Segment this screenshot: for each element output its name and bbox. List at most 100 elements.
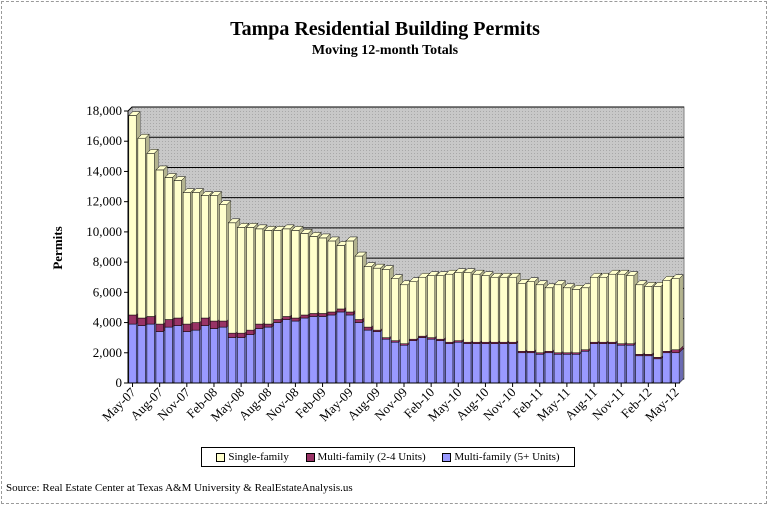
bar-single-family-apr-10 (445, 273, 454, 343)
bar-single-family-jul-07 (146, 153, 155, 317)
bar-single-family-may-09 (345, 240, 354, 313)
bar-top-oct-07 (173, 176, 187, 181)
bar-multi-family-2-4-units-jun-09 (354, 319, 363, 323)
bar-multi-family-2-4-units-oct-08 (282, 316, 291, 320)
y-tick-label: 14,000 (86, 163, 122, 178)
bar-single-family-dec-07 (191, 192, 200, 323)
bar-multi-family-2-4-units-nov-07 (182, 323, 191, 332)
bar-single-family-sep-10 (490, 276, 499, 343)
bar-multi-family-2-4-units-mar-09 (327, 311, 336, 316)
bar-top-jan-11 (526, 277, 540, 283)
bar-multi-family-5-units-mar-11 (544, 352, 553, 384)
bar-single-family-jun-09 (354, 255, 363, 320)
bar-single-family-sep-09 (381, 269, 390, 338)
bar-multi-family-2-4-units-sep-07 (164, 319, 173, 328)
bar-multi-family-2-4-units-may-08 (237, 332, 246, 338)
bar-single-family-jan-11 (526, 281, 535, 352)
bar-multi-family-5-units-mar-09 (327, 314, 336, 384)
bar-single-family-mar-09 (327, 240, 336, 313)
bar-single-family-jun-11 (571, 289, 580, 354)
y-tick-label: 4,000 (93, 315, 122, 330)
bar-multi-family-5-units-jul-09 (363, 329, 372, 384)
bar-top-oct-11 (607, 269, 621, 275)
bar-multi-family-5-units-apr-10 (445, 343, 454, 384)
bar-multi-family-5-units-nov-07 (182, 331, 191, 384)
bar-single-family-may-11 (562, 287, 571, 354)
bar-single-family-jan-10 (418, 276, 427, 337)
bar-single-family-jun-08 (246, 227, 255, 331)
bar-multi-family-5-units-may-09 (345, 314, 354, 384)
bar-top-jun-07 (137, 133, 150, 139)
bar-single-family-aug-09 (372, 267, 381, 331)
bar-top-oct-10 (499, 272, 512, 278)
bar-single-family-aug-10 (481, 275, 490, 343)
bar-single-family-dec-09 (409, 281, 418, 340)
bar-top-feb-10 (426, 271, 440, 276)
legend-swatch-multi-family-2-4 (305, 452, 315, 462)
bar-multi-family-2-4-units-sep-08 (273, 319, 282, 323)
bar-single-family-nov-11 (617, 273, 626, 344)
bar-multi-family-5-units-nov-10 (508, 343, 517, 384)
bar-single-family-jul-10 (472, 273, 481, 343)
bar-multi-family-5-units-oct-10 (499, 343, 508, 384)
bar-multi-family-5-units-jan-08 (200, 325, 209, 384)
bar-single-family-may-08 (237, 227, 246, 334)
bar-multi-family-5-units-jun-08 (246, 334, 255, 384)
bar-single-family-nov-07 (182, 192, 191, 325)
bar-top-nov-10 (508, 272, 521, 278)
bar-multi-family-5-units-jul-07 (146, 323, 155, 384)
bar-top-may-08 (236, 223, 250, 228)
bar-multi-family-2-4-units-nov-08 (291, 317, 300, 322)
bar-top-jan-08 (200, 191, 214, 196)
source-note: Source: Real Estate Center at Texas A&M … (6, 482, 353, 494)
legend-label: Multi-family (5+ Units) (454, 451, 560, 463)
bar-multi-family-5-units-oct-07 (173, 325, 182, 384)
bar-top-apr-08 (227, 218, 241, 224)
bar-top-sep-10 (490, 272, 503, 278)
bar-top-jul-07 (146, 149, 159, 154)
gridline (127, 106, 684, 112)
bar-top-apr-11 (553, 280, 567, 286)
bar-multi-family-2-4-units-feb-08 (210, 320, 218, 329)
bar-top-sep-09 (381, 265, 395, 270)
bar-multi-family-5-units-aug-07 (155, 331, 164, 384)
bar-multi-family-5-units-nov-09 (400, 344, 408, 384)
bar-single-family-apr-09 (336, 245, 345, 310)
bar-single-family-jul-09 (363, 266, 372, 328)
bar-single-family-may-12 (671, 278, 680, 351)
bar-single-family-sep-11 (599, 276, 608, 343)
bar-multi-family-5-units-jun-07 (137, 325, 146, 384)
bar-single-family-may-07 (128, 115, 137, 316)
bar-top-nov-11 (616, 269, 630, 275)
bar-multi-family-5-units-jul-10 (472, 343, 481, 384)
bar-single-family-aug-07 (155, 169, 164, 325)
bar-multi-family-5-units-jul-08 (255, 328, 264, 384)
legend-item-multi-family-2-4: Multi-family (2-4 Units) (305, 451, 426, 463)
legend-label: Single-family (228, 451, 289, 463)
bar-top-may-07 (128, 111, 141, 116)
bar-single-family-mar-08 (219, 204, 227, 322)
bar-multi-family-5-units-feb-09 (318, 316, 327, 384)
bar-multi-family-5-units-aug-08 (264, 326, 273, 384)
bar-single-family-apr-08 (228, 222, 237, 334)
bar-multi-family-5-units-sep-10 (490, 343, 499, 384)
bar-single-family-oct-10 (499, 276, 508, 343)
bar-multi-family-5-units-apr-09 (336, 311, 345, 384)
bar-top-aug-11 (589, 272, 603, 278)
bar-single-family-mar-11 (544, 287, 553, 352)
bar-top-aug-08 (263, 226, 277, 231)
bar-single-family-feb-11 (535, 284, 544, 354)
bar-multi-family-5-units-apr-11 (553, 354, 562, 384)
y-tick-label: 16,000 (86, 133, 122, 148)
bar-top-jun-08 (245, 223, 259, 228)
bar-single-family-nov-09 (400, 284, 408, 344)
bar-multi-family-5-units-oct-11 (608, 343, 617, 384)
bar-single-family-feb-08 (210, 195, 218, 322)
bar-single-family-jan-09 (309, 236, 318, 314)
bar-top-feb-11 (535, 280, 549, 286)
bar-top-aug-07 (155, 165, 168, 171)
bar-multi-family-5-units-may-10 (454, 341, 463, 384)
bar-multi-family-2-4-units-jul-07 (146, 316, 155, 325)
y-axis-label: Permits (50, 226, 65, 269)
bar-single-family-nov-08 (291, 230, 300, 319)
